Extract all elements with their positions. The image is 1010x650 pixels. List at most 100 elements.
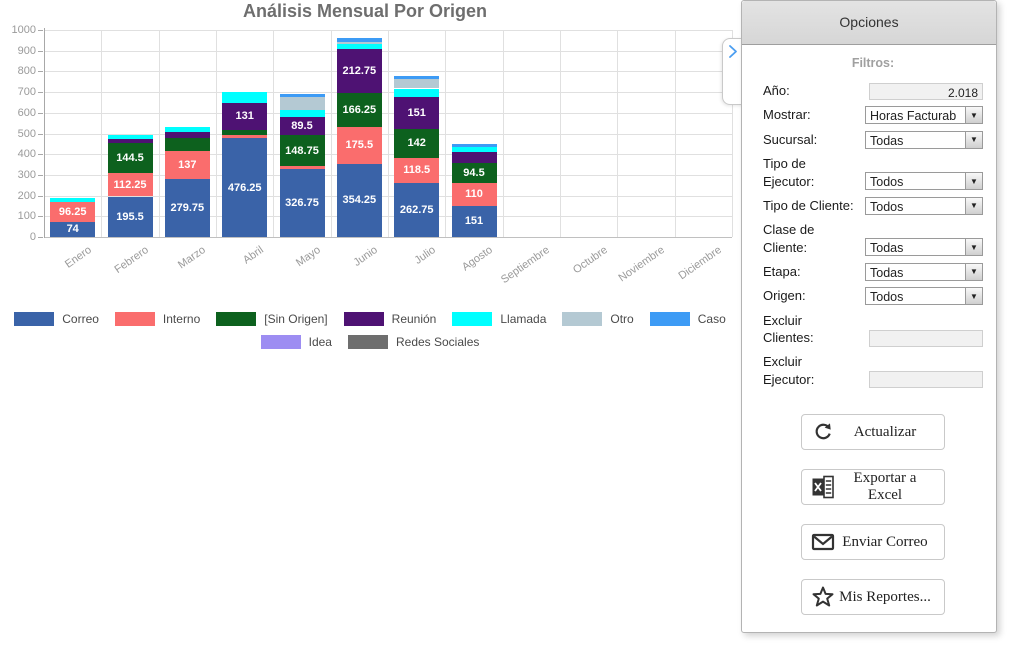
options-panel: Opciones Filtros: Año: 2.018 Mostrar: Horas… bbox=[741, 0, 997, 633]
y-axis-label: 500 bbox=[17, 127, 36, 140]
y-axis-tick bbox=[38, 112, 43, 114]
legend-swatch bbox=[452, 312, 493, 326]
filter-row-ano: Año: 2.018 bbox=[763, 82, 983, 100]
legend-label: Idea bbox=[308, 335, 332, 349]
refresh-icon bbox=[811, 420, 835, 444]
y-axis-tick bbox=[38, 133, 43, 135]
legend-label: Otro bbox=[610, 312, 634, 326]
bar-segment--sin-origen- bbox=[164, 137, 210, 151]
bar-segment--sin-origen-: 166.25 bbox=[336, 92, 382, 128]
bar-segment-value: 118.5 bbox=[403, 164, 431, 177]
legend-label: Correo bbox=[62, 312, 99, 326]
bar-segment-llamada bbox=[279, 110, 325, 117]
bar-segment-correo: 151 bbox=[451, 205, 497, 237]
legend-item-caso: Caso bbox=[649, 312, 726, 326]
bar-segment-value: 279.75 bbox=[170, 202, 205, 215]
mostrar-select[interactable]: Horas Facturab ▼ bbox=[865, 106, 983, 124]
chevron-down-icon[interactable]: ▼ bbox=[965, 263, 982, 280]
bar-segment-value: 89.5 bbox=[291, 119, 313, 132]
legend-label: Llamada bbox=[500, 312, 547, 326]
bar-segment-value: 212.75 bbox=[342, 64, 377, 77]
gridline-v bbox=[388, 30, 389, 237]
legend-swatch bbox=[14, 312, 55, 326]
tipo-de-ejecutor-select[interactable]: Todos ▼ bbox=[865, 172, 983, 190]
filter-label-excluir-ejecutor: Excluir Ejecutor: bbox=[763, 354, 815, 387]
filter-row-clase-de-cliente: Clase de Cliente: Todas ▼ bbox=[763, 221, 983, 256]
bar-segment-llamada bbox=[107, 135, 153, 140]
mis-reportes-button[interactable]: Mis Reportes... bbox=[801, 579, 945, 615]
chevron-down-icon[interactable]: ▼ bbox=[965, 197, 982, 214]
gridline-v bbox=[330, 30, 332, 237]
gridline-v bbox=[101, 30, 103, 237]
chevron-down-icon[interactable]: ▼ bbox=[965, 107, 982, 123]
legend-row: Idea Redes Sociales bbox=[0, 335, 740, 349]
legend-swatch bbox=[347, 335, 388, 349]
gridline-v bbox=[216, 30, 217, 237]
filter-row-etapa: Etapa: Todas ▼ bbox=[763, 262, 983, 281]
excluir-clientes-input[interactable] bbox=[869, 329, 983, 347]
bar-segment-reuni-n: 151 bbox=[394, 97, 440, 129]
filters-heading: Filtros: bbox=[851, 56, 895, 70]
chevron-down-icon[interactable]: ▼ bbox=[965, 239, 982, 255]
bar-segment-value: 175.5 bbox=[345, 139, 374, 152]
bar-segment-llamada bbox=[50, 197, 96, 202]
legend-swatch bbox=[114, 312, 155, 326]
selected-value: Todas bbox=[870, 241, 904, 255]
sucursal-select[interactable]: Todas ▼ bbox=[865, 130, 983, 149]
selected-value: Horas Facturab bbox=[870, 109, 957, 123]
etapa-select[interactable]: Todas ▼ bbox=[865, 262, 983, 281]
bar-segment-reuni-n: 131 bbox=[222, 102, 268, 130]
filter-label-sucursal: Sucursal: bbox=[763, 131, 818, 147]
ano-input[interactable]: 2.018 bbox=[869, 82, 983, 100]
enviar-correo-button[interactable]: Enviar Correo bbox=[801, 524, 945, 560]
bar-segment-value: 74 bbox=[66, 223, 79, 236]
bar-segment-value: 142 bbox=[407, 137, 426, 150]
bar-segment-interno: 175.5 bbox=[336, 127, 382, 164]
bar-segment-correo: 74 bbox=[50, 221, 96, 237]
exportar-excel-button[interactable]: Exportar a Excel bbox=[801, 469, 945, 505]
bar-segment-interno: 137 bbox=[164, 150, 210, 180]
bar-segment-caso bbox=[451, 144, 497, 148]
bar-segment-correo: 354.25 bbox=[336, 163, 382, 237]
chevron-down-icon[interactable]: ▼ bbox=[965, 173, 982, 189]
bar-segment-otro bbox=[279, 96, 325, 111]
selected-value: Todos bbox=[870, 199, 904, 214]
bar-segment-value: 151 bbox=[464, 215, 484, 228]
bar-segment-value: 262.75 bbox=[399, 203, 434, 216]
bar-segment-value: 151 bbox=[407, 107, 426, 120]
bar-segment-correo: 262.75 bbox=[394, 182, 440, 237]
bar-segment-interno: 118.5 bbox=[394, 158, 440, 183]
chevron-right-icon bbox=[729, 45, 737, 58]
gridline-v bbox=[502, 30, 504, 237]
filter-label-etapa: Etapa: bbox=[763, 263, 801, 279]
excluir-ejecutor-input[interactable] bbox=[869, 371, 983, 388]
bar-segment--sin-origen-: 148.75 bbox=[279, 135, 325, 167]
bar-segment-reuni-n: 89.5 bbox=[279, 116, 325, 136]
selected-value: Todas bbox=[870, 265, 904, 280]
chevron-down-icon[interactable]: ▼ bbox=[965, 288, 982, 304]
y-axis-tick bbox=[38, 195, 43, 197]
chevron-down-icon[interactable]: ▼ bbox=[965, 131, 982, 148]
actualizar-button[interactable]: Actualizar bbox=[801, 414, 945, 450]
tipo-de-cliente-select[interactable]: Todos ▼ bbox=[865, 196, 983, 215]
filter-label-tipo-de-ejecutor: Tipo de Ejecutor: bbox=[763, 156, 815, 189]
origen-select[interactable]: Todos ▼ bbox=[865, 287, 983, 305]
clase-de-cliente-select[interactable]: Todas ▼ bbox=[865, 238, 983, 256]
selected-value: Todas bbox=[870, 133, 904, 148]
bar-segment--sin-origen-: 94.5 bbox=[451, 163, 497, 183]
bar-segment-interno: 112.25 bbox=[107, 173, 153, 197]
bar-segment-interno bbox=[279, 166, 325, 170]
y-axis-tick bbox=[38, 71, 43, 73]
y-axis-label: 600 bbox=[17, 106, 36, 119]
bar-segment-llamada bbox=[451, 147, 497, 152]
y-axis-label: 200 bbox=[17, 189, 36, 202]
chart-legend: Correo Interno [Sin Origen] Reunión Llamada O… bbox=[0, 312, 740, 349]
legend-swatch bbox=[343, 312, 384, 326]
y-axis-tick bbox=[38, 174, 43, 176]
filter-label-mostrar: Mostrar: bbox=[763, 107, 811, 122]
bar-segment-value: 94.5 bbox=[463, 167, 485, 180]
legend-item-otro: Otro bbox=[562, 312, 634, 326]
filter-row-mostrar: Mostrar: Horas Facturab ▼ bbox=[763, 106, 983, 124]
bar-segment-caso bbox=[394, 75, 440, 80]
y-axis-label: 0 bbox=[29, 231, 36, 243]
